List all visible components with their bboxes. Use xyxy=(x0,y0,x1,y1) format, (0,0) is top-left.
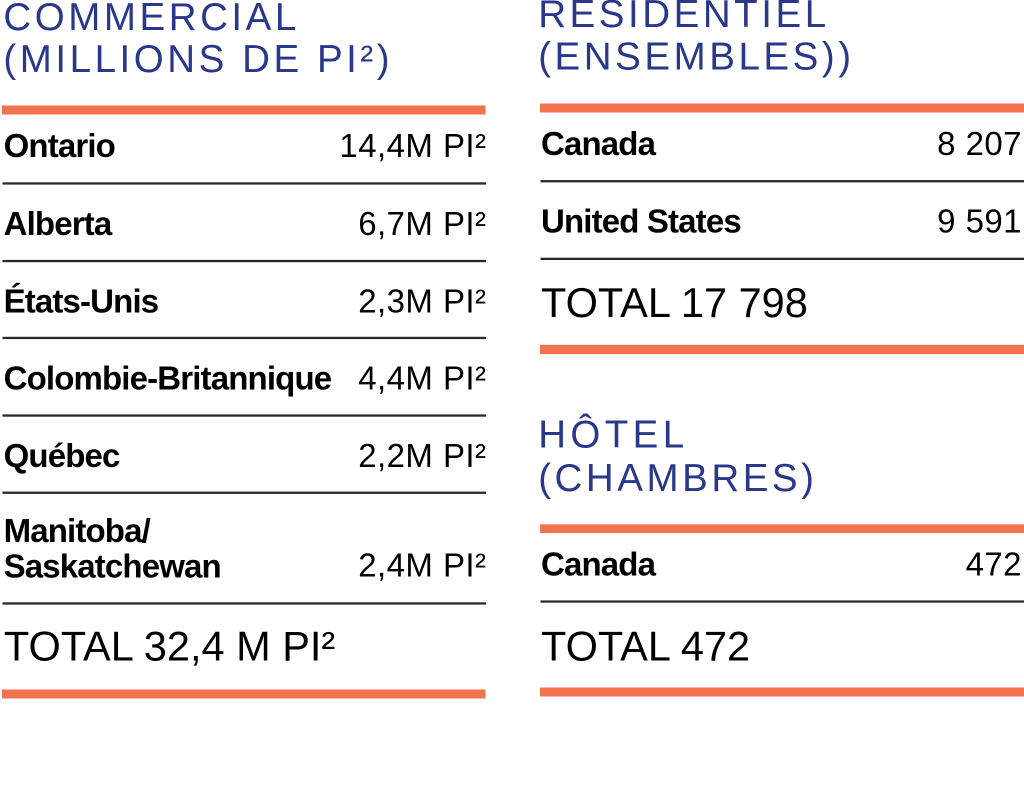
svg-text:Saskatchewan: Saskatchewan xyxy=(4,547,221,584)
svg-text:HÔTEL: HÔTEL xyxy=(538,413,688,457)
svg-text:14,4M PI²: 14,4M PI² xyxy=(339,127,486,164)
svg-text:(MILLIONS DE PI²): (MILLIONS DE PI²) xyxy=(3,38,393,81)
svg-text:2,2M PI²: 2,2M PI² xyxy=(358,437,486,474)
svg-text:RESIDENTIEL: RESIDENTIEL xyxy=(538,0,830,36)
svg-text:Canada: Canada xyxy=(541,125,657,162)
svg-text:6,7M PI²: 6,7M PI² xyxy=(358,205,486,242)
svg-text:(CHAMBRES): (CHAMBRES) xyxy=(538,457,817,500)
svg-text:4,4M PI²: 4,4M PI² xyxy=(358,360,486,397)
svg-text:Ontario: Ontario xyxy=(4,127,115,164)
svg-text:Colombie-Britannique: Colombie-Britannique xyxy=(4,360,332,397)
svg-text:2,4M PI²: 2,4M PI² xyxy=(358,546,486,583)
svg-text:9 591: 9 591 xyxy=(937,203,1022,240)
svg-text:États-Unis: États-Unis xyxy=(4,282,159,319)
svg-text:(ENSEMBLES)): (ENSEMBLES)) xyxy=(538,36,854,79)
svg-text:8 207: 8 207 xyxy=(937,125,1022,162)
svg-text:472: 472 xyxy=(966,546,1022,583)
svg-text:Alberta: Alberta xyxy=(4,205,113,242)
svg-text:Québec: Québec xyxy=(4,437,120,474)
svg-text:COMMERCIAL: COMMERCIAL xyxy=(3,0,299,39)
svg-text:United States: United States xyxy=(541,203,741,240)
svg-text:TOTAL 17 798: TOTAL 17 798 xyxy=(541,279,808,326)
svg-text:Canada: Canada xyxy=(541,546,657,583)
svg-text:2,3M PI²: 2,3M PI² xyxy=(358,282,486,319)
svg-text:TOTAL 32,4 M PI²: TOTAL 32,4 M PI² xyxy=(4,623,336,670)
svg-text:Manitoba/: Manitoba/ xyxy=(4,512,151,549)
svg-text:TOTAL 472: TOTAL 472 xyxy=(541,623,750,670)
